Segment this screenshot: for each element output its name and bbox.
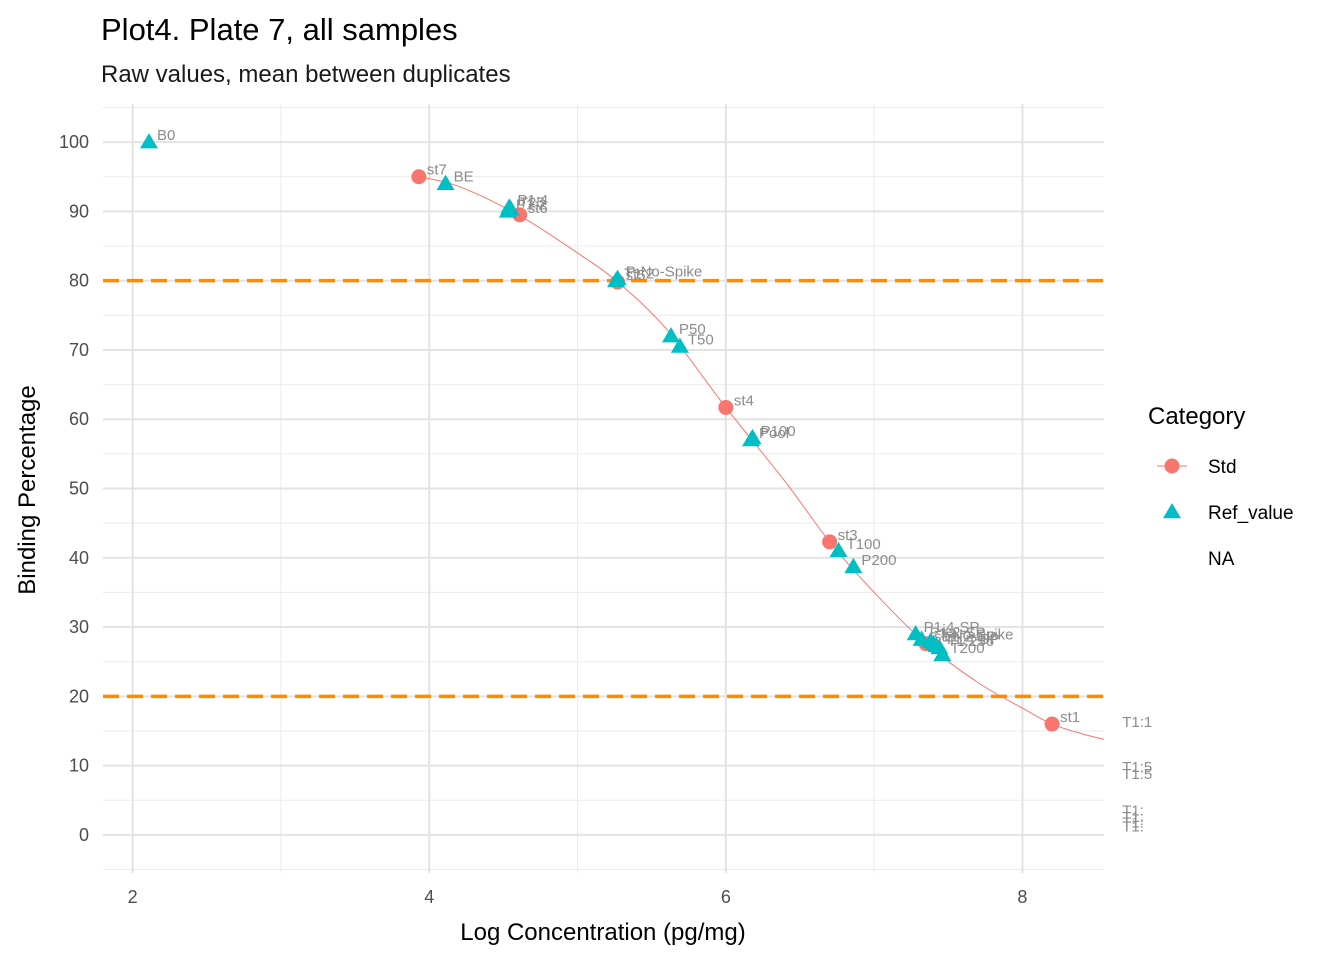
y-tick-label: 60: [69, 409, 89, 429]
legend-label: NA: [1208, 549, 1235, 570]
x-tick-label: 8: [1017, 887, 1027, 907]
point-label: T1:1: [1122, 714, 1152, 731]
point-label: T1:: [1122, 803, 1144, 820]
ref-value-point: [829, 541, 848, 558]
point-label: T1:: [1122, 814, 1144, 831]
point-label: P-No-Spike: [626, 264, 703, 281]
legend-triangle-swatch: [1163, 503, 1181, 519]
y-tick-label: 80: [69, 271, 89, 291]
point-label: P100: [761, 423, 796, 440]
legend-label: Ref_value: [1208, 503, 1294, 524]
point-label: st3: [838, 527, 858, 544]
legend-entry: NA: [1208, 549, 1235, 570]
point-label: T50: [688, 331, 714, 348]
point-label: T100: [847, 536, 881, 553]
point-label: T1:: [1122, 809, 1144, 826]
x-tick-label: 6: [721, 887, 731, 907]
point-label: T1:256: [947, 633, 994, 650]
point-label: T1:5: [1122, 766, 1152, 783]
point-label: T1:2: [624, 266, 654, 283]
ref-value-point: [661, 327, 680, 343]
point-label: P1:4: [517, 192, 548, 209]
legend: Category Std Ref_value NA: [1148, 403, 1294, 570]
y-tick-label: 20: [69, 686, 89, 706]
y-tick-label: 50: [69, 479, 89, 499]
point-label: B0: [157, 127, 175, 144]
point-label: T1:5: [1122, 759, 1152, 776]
point-label: st2: [934, 629, 954, 646]
point-label: st5: [626, 267, 646, 284]
point-label: P1:4-SP: [924, 619, 980, 636]
x-tick-label: 4: [424, 887, 434, 907]
legend-entry: Ref_value: [1163, 503, 1294, 524]
ref-value-point: [498, 202, 517, 218]
y-tick-label: 30: [69, 617, 89, 637]
legend-entry: Std: [1157, 457, 1237, 478]
point-label: T1:2-SP: [941, 629, 996, 646]
point-label: st7: [427, 162, 447, 179]
point-label: T1:4-SP: [944, 631, 999, 648]
point-label: P50: [679, 321, 706, 338]
point-label: st6: [528, 200, 548, 217]
legend-label: Std: [1208, 457, 1237, 478]
x-tick-label: 2: [128, 887, 138, 907]
data-points: [139, 133, 1060, 732]
point-label: P1:2-SP: [930, 625, 986, 642]
y-axis-title: Binding Percentage: [14, 385, 41, 594]
point-label: T25: [519, 194, 545, 211]
chart-subtitle: Raw values, mean between duplicates: [101, 61, 511, 88]
ref-value-point: [844, 557, 863, 574]
ref-value-point: [933, 645, 952, 662]
chart-title: Plot4. Plate 7, all samples: [101, 12, 458, 47]
point-label: P200: [861, 552, 896, 569]
std-point: [411, 169, 427, 185]
ref-value-point: [742, 431, 761, 447]
point-label: Pool: [759, 425, 789, 442]
ref-value-point: [139, 133, 158, 149]
y-tick-label: 90: [69, 201, 89, 221]
legend-title: Category: [1148, 403, 1245, 430]
fit-curve-layer: [418, 176, 1105, 740]
std-point: [718, 399, 734, 415]
y-tick-label: 70: [69, 340, 89, 360]
point-label: T-No-Spike: [938, 627, 1013, 644]
ref-value-point: [607, 271, 626, 287]
point-label: T1:: [1122, 819, 1144, 836]
ref-value-point: [436, 174, 455, 190]
point-label: P1:2: [516, 196, 547, 213]
grid: [103, 104, 1104, 873]
std-point: [822, 534, 838, 550]
y-tick-label: 40: [69, 548, 89, 568]
point-label: st4: [734, 392, 754, 409]
ref-value-point: [670, 337, 689, 353]
point-label: T200: [950, 640, 984, 657]
std-point: [1044, 716, 1060, 732]
point-label: st1: [1060, 709, 1080, 726]
y-tick-label: 0: [79, 825, 89, 845]
x-axis-title: Log Concentration (pg/mg): [460, 919, 746, 946]
point-label: BE: [454, 169, 474, 186]
legend-circle-swatch: [1164, 458, 1180, 474]
fit-curve: [418, 176, 1105, 740]
y-tick-label: 100: [59, 132, 89, 152]
y-tick-label: 10: [69, 756, 89, 776]
